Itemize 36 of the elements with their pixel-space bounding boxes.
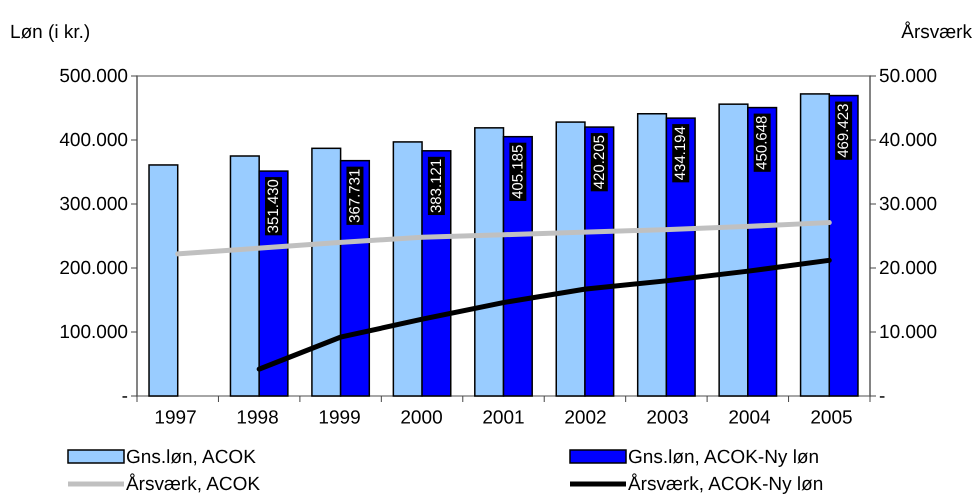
x-tick-label: 1998 (236, 407, 279, 428)
y-tick-label: - (122, 386, 128, 408)
y2-tick-label: 30.000 (879, 194, 938, 216)
data-label: 367.731 (346, 168, 364, 223)
data-label: 434.194 (672, 126, 690, 180)
x-tick-label: 2001 (482, 407, 525, 428)
x-tick-label: 2002 (564, 407, 607, 428)
y2-tick-label: - (879, 386, 886, 408)
y2-axis-title: Årsværk (901, 21, 972, 43)
x-tick-label: 1997 (154, 407, 197, 428)
legend-label: Årsværk, ACOK (126, 473, 260, 495)
x-tick-label: 2003 (646, 407, 689, 428)
y-tick-label: 300.000 (59, 194, 128, 216)
y2-tick-label: 40.000 (879, 130, 938, 152)
y-tick-label: 500.000 (59, 66, 128, 88)
data-label: 351.430 (265, 179, 282, 234)
x-tick-label: 2005 (810, 407, 853, 428)
data-label: 420.205 (590, 135, 608, 190)
y-tick-label: 400.000 (59, 130, 128, 152)
legend-label: Årsværk, ACOK-Ny løn (628, 473, 824, 495)
y-tick-label: 200.000 (59, 258, 128, 280)
x-tick-label: 1999 (318, 407, 361, 428)
y2-tick-label: 20.000 (879, 258, 938, 280)
y2-tick-label: 10.000 (879, 322, 938, 344)
data-label: 450.648 (754, 116, 771, 170)
y2-tick-label: 50.000 (879, 66, 938, 88)
x-tick-label: 2004 (728, 407, 772, 428)
data-label: 383.121 (428, 158, 445, 214)
y-axis-title: Løn (i kr.) (10, 22, 90, 43)
bar (148, 164, 178, 397)
data-label: 469.423 (835, 104, 852, 158)
data-label: 405.185 (509, 144, 526, 199)
y-tick-label: 100.000 (59, 322, 128, 344)
legend-label: Gns.løn, ACOK-Ny løn (628, 447, 820, 468)
legend-label: Gns.løn, ACOK (126, 447, 256, 468)
x-tick-label: 2000 (400, 407, 443, 428)
